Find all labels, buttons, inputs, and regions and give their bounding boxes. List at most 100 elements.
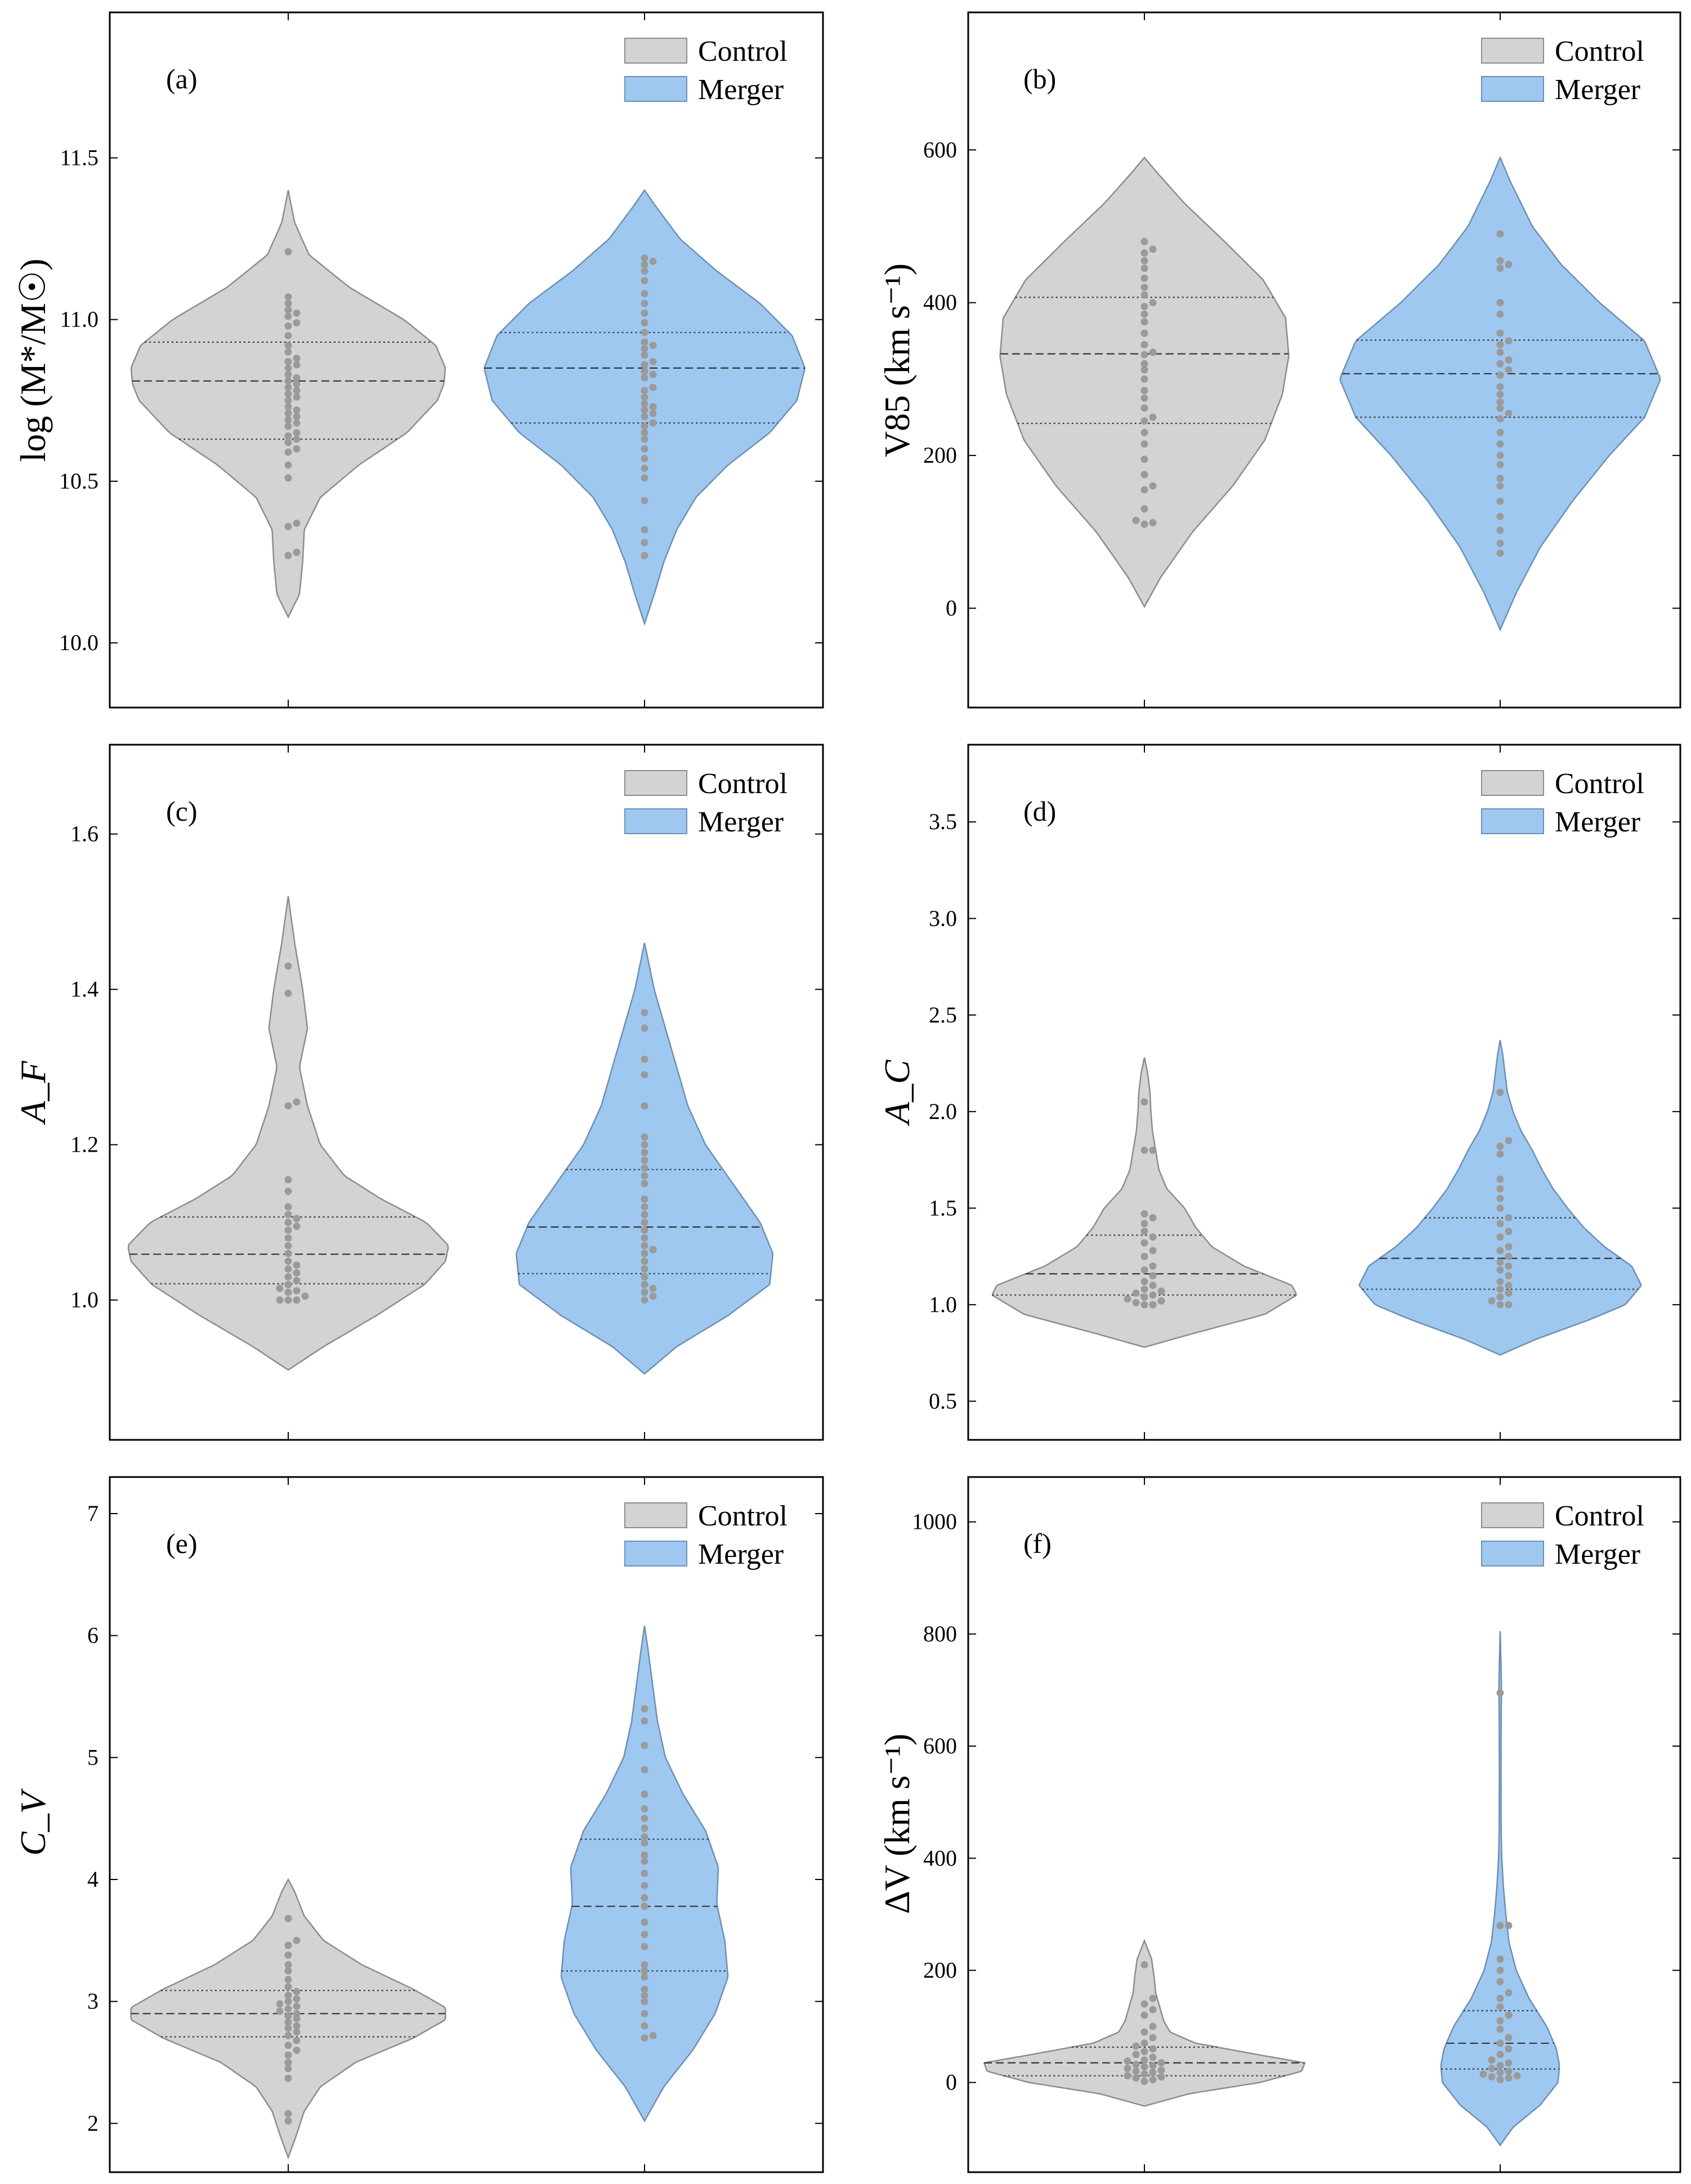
panel-f-point-control xyxy=(1124,2057,1131,2065)
panel-a-point-merger xyxy=(641,413,648,420)
panel-f-point-control xyxy=(1149,2069,1157,2076)
panel-c-point-control xyxy=(284,962,292,970)
panel-f-point-control xyxy=(1149,2034,1157,2042)
panel-c-point-merger xyxy=(641,1102,648,1110)
panel-b-frame xyxy=(967,11,1681,709)
panel-b-point-control xyxy=(1140,404,1148,412)
panel-c-point-control xyxy=(284,1226,292,1234)
panel-e-point-control xyxy=(284,1961,292,1969)
panel-f-point-control xyxy=(1124,2065,1131,2073)
panel-e-point-control xyxy=(284,2065,292,2073)
panel-f-point-merger xyxy=(1496,2062,1504,2070)
panel-d-point-merger xyxy=(1496,1175,1504,1183)
panel-f-point-control xyxy=(1132,2051,1140,2058)
panel-c-point-merger xyxy=(641,1219,648,1227)
panel-d-violin-control xyxy=(992,1057,1297,1348)
legend-label-merger: Merger xyxy=(698,806,784,838)
panel-a-point-control xyxy=(284,299,292,307)
panel-a-ticks: 10.0 10.5 11.0 11.5 xyxy=(59,12,823,708)
panel-e-violins xyxy=(130,1626,729,2160)
panel-e-point-merger xyxy=(641,1815,648,1823)
panel-f-point-merger xyxy=(1488,2056,1496,2064)
panel-c-point-merger xyxy=(649,1285,657,1292)
panel-b-point-merger xyxy=(1505,337,1513,345)
panel-d-ytick-label: 1.0 xyxy=(929,1292,957,1317)
panel-d-point-merger xyxy=(1505,1252,1513,1260)
panel-f-point-merger xyxy=(1505,2034,1513,2042)
panel-b-point-control xyxy=(1140,257,1148,265)
panel-c-ytick-label: 1.4 xyxy=(70,977,99,1002)
panel-f-point-control xyxy=(1140,2011,1148,2019)
panel-d-dots xyxy=(1124,1089,1513,1309)
panel-b-point-merger xyxy=(1505,366,1513,374)
panel-d-point-merger xyxy=(1496,1220,1504,1228)
panel-d-point-merger xyxy=(1496,1233,1504,1241)
panel-f-violin-merger xyxy=(1440,1631,1560,2147)
panel-a-point-merger xyxy=(649,403,657,411)
panel-b-point-control xyxy=(1140,375,1148,383)
panel-a-point-merger xyxy=(641,526,648,534)
panel-c-point-merger xyxy=(641,1172,648,1180)
panel-b-point-merger xyxy=(1496,398,1504,406)
panel-c-point-merger xyxy=(641,1281,648,1288)
panel-d-point-merger xyxy=(1496,1278,1504,1286)
legend-swatch-merger xyxy=(624,1541,687,1567)
panel-d-ytick-label: 2.5 xyxy=(929,1002,957,1027)
panel-f-point-merger xyxy=(1496,1966,1504,1974)
panel-f-point-control xyxy=(1149,2022,1157,2030)
panel-f-point-control xyxy=(1157,2073,1165,2081)
legend-label-merger: Merger xyxy=(698,74,784,106)
panel-a-point-control xyxy=(293,309,301,317)
panel-e-ylabel: C_V xyxy=(13,1788,53,1856)
panel-d-point-control xyxy=(1149,1146,1157,1154)
panel-a-point-merger xyxy=(641,319,648,326)
panel-e-point-control xyxy=(284,2005,292,2013)
panel-e-point-control xyxy=(284,1976,292,1984)
panel-a-point-merger xyxy=(641,338,648,346)
panel-a-point-control xyxy=(284,377,292,385)
panel-c-point-control xyxy=(293,1098,301,1106)
panel-f-point-control xyxy=(1140,2056,1148,2064)
panel-a-point-merger xyxy=(649,409,657,417)
panel-e-point-merger xyxy=(641,1839,648,1847)
panel-f-point-control xyxy=(1140,1961,1148,1968)
panel-d-ytick-label: 2.0 xyxy=(929,1099,957,1124)
panel-f-point-merger xyxy=(1496,2003,1504,2011)
panel-e-ytick-label: 6 xyxy=(87,1623,99,1648)
panel-d-point-merger xyxy=(1496,1185,1504,1193)
panel-e-frame xyxy=(109,1476,824,2173)
panel-d-point-control xyxy=(1140,1293,1148,1301)
panel-d-point-control xyxy=(1149,1233,1157,1241)
panel-b-point-control xyxy=(1140,291,1148,299)
panel-e-point-merger xyxy=(641,1790,648,1798)
panel-d-point-merger xyxy=(1496,1204,1504,1212)
panel-a-point-control xyxy=(284,522,292,530)
panel-f-point-merger xyxy=(1488,2073,1496,2081)
panel-c-point-merger xyxy=(641,1164,648,1172)
panel-b-label: (b) xyxy=(1023,63,1056,95)
panel-f-point-merger xyxy=(1496,1922,1504,1930)
panel-f-point-control xyxy=(1124,2072,1131,2080)
panel-b-point-control xyxy=(1132,517,1140,524)
panel-f-point-control xyxy=(1140,2028,1148,2036)
panel-f-point-merger xyxy=(1496,1955,1504,1963)
panel-c-point-control xyxy=(276,1296,284,1304)
panel-a-point-control xyxy=(293,393,301,401)
panel-a-point-control xyxy=(284,448,292,456)
panel-a-point-merger xyxy=(641,445,648,453)
panel-b-point-merger xyxy=(1496,372,1504,379)
panel-c-point-merger xyxy=(641,1055,648,1063)
panel-b-point-merger xyxy=(1496,329,1504,337)
panel-b-point-control xyxy=(1140,249,1148,257)
panel-c-point-merger xyxy=(641,1234,648,1242)
panel-f-point-control xyxy=(1140,2078,1148,2085)
panel-a-point-control xyxy=(284,390,292,398)
panel-f-point-control xyxy=(1140,2048,1148,2056)
panel-e-point-merger xyxy=(641,1824,648,1832)
panel-b-ytick-label: 200 xyxy=(923,442,957,468)
panel-f-ytick-label: 600 xyxy=(923,1733,957,1758)
panel-b-violins xyxy=(999,155,1661,632)
panel-f-ytick-label: 400 xyxy=(923,1845,957,1870)
panel-d-point-control xyxy=(1149,1247,1157,1255)
panel-b-point-merger xyxy=(1496,482,1504,490)
